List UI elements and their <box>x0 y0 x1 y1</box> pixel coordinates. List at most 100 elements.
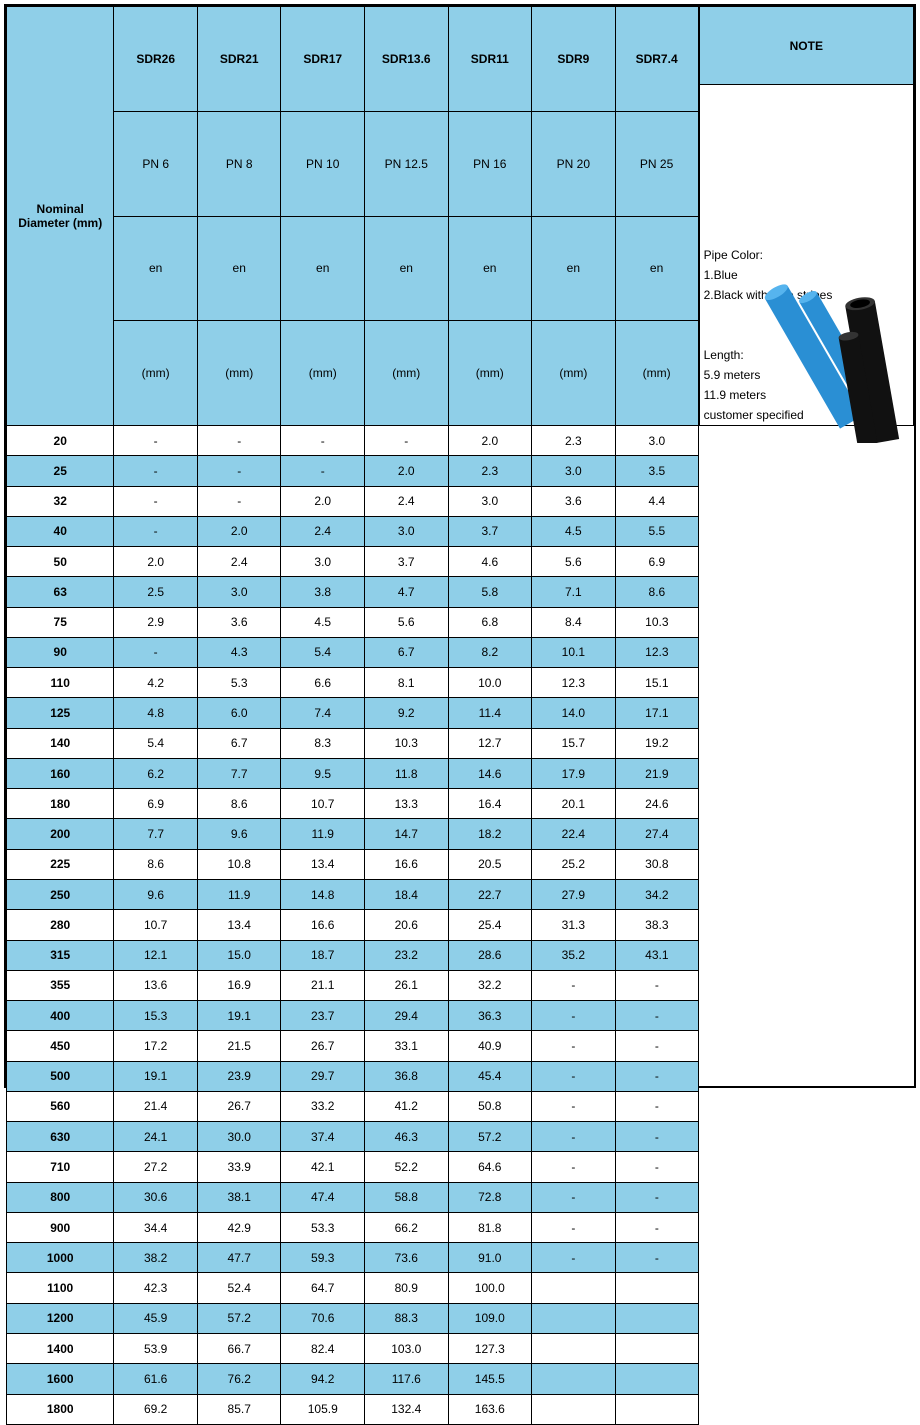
col-sdr-0: SDR26 <box>114 7 198 112</box>
value-cell: - <box>197 456 281 486</box>
table-row: 1606.27.79.511.814.617.921.9 <box>7 758 914 788</box>
value-cell: 5.3 <box>197 668 281 698</box>
table-head: Nominal Diameter (mm) SDR26 SDR21 SDR17 … <box>7 7 914 426</box>
table-row: 100038.247.759.373.691.0-- <box>7 1243 914 1273</box>
value-cell: 2.4 <box>281 516 365 546</box>
value-cell: 38.1 <box>197 1182 281 1212</box>
value-cell: 15.3 <box>114 1001 198 1031</box>
value-cell: 26.7 <box>197 1091 281 1121</box>
value-cell: 21.9 <box>615 758 699 788</box>
value-cell: 4.5 <box>281 607 365 637</box>
value-cell: 2.4 <box>365 486 449 516</box>
value-cell: 21.4 <box>114 1091 198 1121</box>
table-body: 20----2.02.33.025---2.02.33.03.532--2.02… <box>7 426 914 1425</box>
value-cell: 42.3 <box>114 1273 198 1303</box>
col-sdr-5: SDR9 <box>532 7 616 112</box>
table-row: 71027.233.942.152.264.6-- <box>7 1152 914 1182</box>
value-cell: - <box>532 1182 616 1212</box>
value-cell: - <box>532 1031 616 1061</box>
value-cell: 14.7 <box>365 819 449 849</box>
value-cell: 37.4 <box>281 1122 365 1152</box>
value-cell: 8.3 <box>281 728 365 758</box>
table-row: 2509.611.914.818.422.727.934.2 <box>7 879 914 909</box>
value-cell: 15.0 <box>197 940 281 970</box>
value-cell: - <box>615 1031 699 1061</box>
diameter-cell: 560 <box>7 1091 114 1121</box>
value-cell: 36.3 <box>448 1001 532 1031</box>
value-cell: 13.4 <box>281 849 365 879</box>
value-cell: 3.0 <box>197 577 281 607</box>
table-row: 2007.79.611.914.718.222.427.4 <box>7 819 914 849</box>
value-cell: 3.0 <box>281 547 365 577</box>
table-row: 110042.352.464.780.9100.0 <box>7 1273 914 1303</box>
value-cell: - <box>114 516 198 546</box>
value-cell: 66.2 <box>365 1212 449 1242</box>
diameter-cell: 110 <box>7 668 114 698</box>
value-cell: 12.3 <box>532 668 616 698</box>
value-cell: 12.1 <box>114 940 198 970</box>
value-cell: 15.7 <box>532 728 616 758</box>
note-header: NOTE <box>700 7 913 85</box>
value-cell: 16.4 <box>448 789 532 819</box>
diameter-cell: 800 <box>7 1182 114 1212</box>
value-cell: 14.6 <box>448 758 532 788</box>
table-row: 140053.966.782.4103.0127.3 <box>7 1333 914 1363</box>
value-cell: 59.3 <box>281 1243 365 1273</box>
value-cell: 3.0 <box>615 426 699 456</box>
value-cell: 13.4 <box>197 910 281 940</box>
diameter-cell: 50 <box>7 547 114 577</box>
value-cell: 33.2 <box>281 1091 365 1121</box>
diameter-cell: 20 <box>7 426 114 456</box>
table-row: 120045.957.270.688.3109.0 <box>7 1303 914 1333</box>
value-cell: 38.2 <box>114 1243 198 1273</box>
value-cell: 16.6 <box>365 849 449 879</box>
value-cell: 33.1 <box>365 1031 449 1061</box>
value-cell: 26.7 <box>281 1031 365 1061</box>
value-cell: 2.0 <box>448 426 532 456</box>
value-cell: 25.4 <box>448 910 532 940</box>
value-cell: - <box>114 456 198 486</box>
value-cell: 9.6 <box>197 819 281 849</box>
value-cell: 17.2 <box>114 1031 198 1061</box>
diameter-cell: 32 <box>7 486 114 516</box>
value-cell: 53.3 <box>281 1212 365 1242</box>
value-cell: 18.7 <box>281 940 365 970</box>
col-sdr-4: SDR11 <box>448 7 532 112</box>
value-cell: 21.1 <box>281 970 365 1000</box>
table-row: 90-4.35.46.78.210.112.3 <box>7 637 914 667</box>
diameter-cell: 160 <box>7 758 114 788</box>
value-cell: 2.3 <box>532 426 616 456</box>
value-cell: 163.6 <box>448 1394 532 1425</box>
value-cell: - <box>615 1182 699 1212</box>
col-en-6: en <box>615 216 699 321</box>
value-cell: 61.6 <box>114 1364 198 1394</box>
value-cell: 9.6 <box>114 879 198 909</box>
value-cell: 69.2 <box>114 1394 198 1425</box>
value-cell: 91.0 <box>448 1243 532 1273</box>
value-cell: 9.2 <box>365 698 449 728</box>
value-cell: 13.6 <box>114 970 198 1000</box>
value-cell: 2.4 <box>197 547 281 577</box>
value-cell: 38.3 <box>615 910 699 940</box>
value-cell: 47.4 <box>281 1182 365 1212</box>
diameter-cell: 63 <box>7 577 114 607</box>
diameter-cell: 630 <box>7 1122 114 1152</box>
col-sdr-1: SDR21 <box>197 7 281 112</box>
value-cell: 3.7 <box>365 547 449 577</box>
value-cell: 19.2 <box>615 728 699 758</box>
value-cell: 7.4 <box>281 698 365 728</box>
value-cell <box>615 1333 699 1363</box>
value-cell: 10.0 <box>448 668 532 698</box>
value-cell: 18.4 <box>365 879 449 909</box>
diameter-cell: 900 <box>7 1212 114 1242</box>
value-cell: 3.5 <box>615 456 699 486</box>
col-sdr-2: SDR17 <box>281 7 365 112</box>
value-cell: 132.4 <box>365 1394 449 1425</box>
value-cell: 9.5 <box>281 758 365 788</box>
value-cell: - <box>615 1091 699 1121</box>
diameter-cell: 200 <box>7 819 114 849</box>
value-cell: 57.2 <box>197 1303 281 1333</box>
value-cell: 73.6 <box>365 1243 449 1273</box>
table-row: 180069.285.7105.9132.4163.6 <box>7 1394 914 1425</box>
table-row: 1104.25.36.68.110.012.315.1 <box>7 668 914 698</box>
